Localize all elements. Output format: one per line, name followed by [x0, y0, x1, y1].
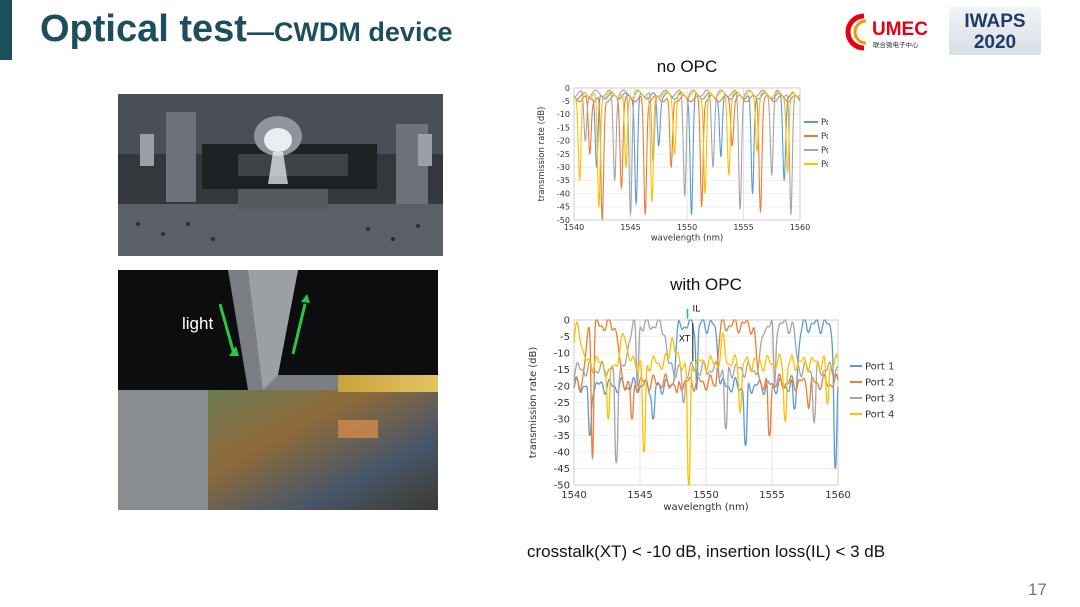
y-tick-label: -40: [554, 448, 570, 459]
legend-entry: Port 3: [865, 394, 894, 405]
chart-with-opc: with OPC 1540 1545 1550 1555 1560 0 -5 -10 -15 -20…: [528, 275, 894, 513]
y-tick-label: 0: [564, 316, 570, 327]
y-tick-label: -35: [557, 176, 570, 185]
y-tick-label: -30: [554, 415, 570, 426]
y-tick-label: -10: [557, 110, 570, 119]
iwaps-logo-line2: 2020: [973, 32, 1017, 53]
results-caption: crosstalk(XT) < -10 dB, insertion loss(I…: [527, 542, 886, 561]
y-tick-label: -30: [557, 163, 570, 172]
annotation-xt: XT: [679, 334, 691, 344]
y-tick-label: -35: [554, 431, 570, 442]
y-tick-label: 0: [565, 84, 570, 93]
umec-logo: UMEC 联合微电子中心: [845, 13, 928, 51]
slide-title: Optical test—CWDM device: [40, 8, 453, 51]
x-tick-label: 1540: [564, 223, 584, 232]
series-line-port-4: [573, 321, 839, 486]
lab-setup-photo: [118, 94, 443, 256]
y-tick-label: -20: [554, 382, 570, 393]
series-line-port-2: [573, 319, 839, 460]
title-main: Optical test: [40, 8, 247, 50]
series-line-port-1: [573, 319, 839, 470]
x-tick-label: 1550: [677, 223, 697, 232]
y-tick-label: -40: [557, 189, 570, 198]
x-tick-label: 1555: [759, 490, 784, 501]
legend-entry: Port 1: [865, 362, 894, 373]
x-tick-label: 1545: [620, 223, 640, 232]
legend-entry: Port 1: [821, 118, 828, 128]
chart-title: no OPC: [657, 57, 717, 76]
y-tick-label: -50: [554, 481, 570, 492]
x-tick-label: 1555: [733, 223, 753, 232]
accent-bar: [0, 0, 12, 60]
annotation-il: IL: [693, 305, 701, 315]
page-number: 17: [1028, 580, 1047, 599]
x-axis-label: wavelength (nm): [663, 502, 748, 513]
series-line-port-3: [573, 89, 801, 216]
y-axis-label: transmission rate (dB): [537, 107, 547, 202]
plot-area: [573, 87, 801, 221]
x-axis-label: wavelength (nm): [651, 234, 724, 244]
legend-entry: Port 2: [821, 132, 828, 142]
umec-logo-name: UMEC: [872, 19, 928, 40]
y-tick-label: -25: [557, 150, 570, 159]
y-tick-label: -20: [557, 137, 570, 146]
series-line-port-4: [573, 90, 801, 208]
y-tick-label: -50: [557, 216, 570, 225]
y-tick-label: -45: [557, 203, 570, 212]
y-tick-label: -15: [554, 365, 570, 376]
x-tick-label: 1550: [693, 490, 718, 501]
light-label: light: [182, 314, 214, 333]
legend-entry: Port 4: [821, 160, 828, 170]
x-tick-label: 1560: [825, 490, 850, 501]
chart-title: with OPC: [669, 275, 742, 294]
y-axis-label: transmission rate (dB): [528, 347, 539, 459]
title-sub: —CWDM device: [246, 17, 453, 47]
umec-logo-subtitle: 联合微电子中心: [873, 40, 919, 49]
chart-no-opc: no OPC 1540 1545 1550 1555 1560 0 -5 -10 -15 -20 -2…: [537, 57, 828, 244]
x-tick-label: 1560: [790, 223, 810, 232]
y-tick-label: -15: [557, 123, 570, 132]
legend-entry: Port 2: [865, 378, 894, 389]
legend-entry: Port 4: [865, 410, 894, 421]
legend-entry: Port 3: [821, 146, 828, 156]
y-tick-label: -5: [560, 332, 570, 343]
iwaps-logo: IWAPS 2020: [949, 7, 1041, 55]
iwaps-logo-line1: IWAPS: [964, 11, 1026, 32]
y-tick-label: -45: [554, 464, 570, 475]
y-tick-label: -25: [554, 398, 570, 409]
chip-closeup-photo: light: [118, 270, 438, 510]
x-tick-label: 1540: [561, 490, 586, 501]
y-tick-label: -5: [562, 97, 570, 106]
y-tick-label: -10: [554, 349, 570, 360]
x-tick-label: 1545: [627, 490, 652, 501]
